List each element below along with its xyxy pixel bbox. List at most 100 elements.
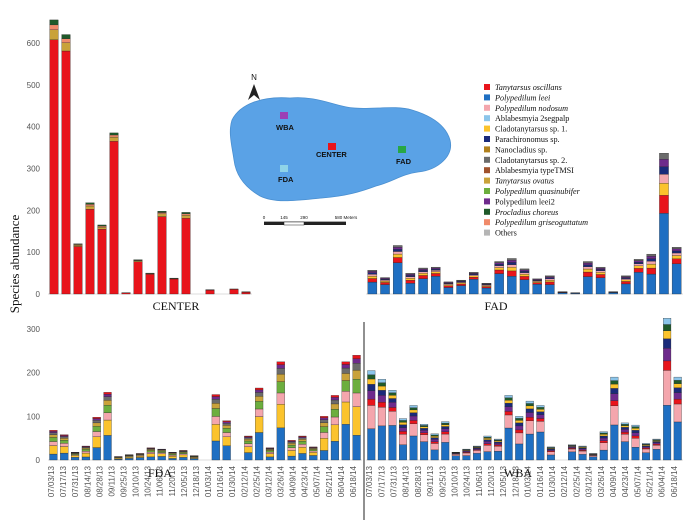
bar-segment-center-4-procladius-choreus <box>97 224 107 227</box>
bar-segment-wba-24-ablabesmyia-2segpalp <box>620 422 629 425</box>
x-tick-label-wba-9: 11/06/13 <box>475 465 484 496</box>
bar-segment-center-3-tanytarsus-ovatus <box>85 205 95 210</box>
bar-segment-fad-17-polypedilum-leei <box>583 276 593 295</box>
bar-segment-wba-7-tanytarsus-oscillans <box>441 431 450 435</box>
bar-segment-fad-8-cladotanytarsus-sp-1- <box>469 275 479 278</box>
bar-segment-fad-24-cladotanytarsus-sp-1- <box>671 255 682 259</box>
bar-segment-wba-26-polypedilum-leei <box>642 452 650 461</box>
bar-segment-fda-27-polypedilum-leei <box>341 424 350 461</box>
bar-segment-wba-24-cladotanytarsus-sp-1- <box>620 425 629 428</box>
bar-segment-wba-7-parachironomus-sp- <box>441 426 450 429</box>
bar-segment-center-8-tanytarsus-oscillans <box>145 273 155 295</box>
bar-segment-fad-5-polypedilum-leei2 <box>431 267 441 270</box>
bar-segment-center-4-polypedilum-griseoguttatum <box>97 225 107 228</box>
bar-segment-fda-23-polypedilum-nodosum <box>298 444 307 448</box>
bar-segment-wba-0-tanytarsus-oscillans <box>367 398 376 406</box>
bar-segment-fda-23-cladotanytarsus-sp-2- <box>298 437 307 440</box>
bar-segment-wba-4-ablabesmyia-2segpalp <box>409 405 418 408</box>
bar-segment-fda-28-polypedilum-nodosum <box>352 392 361 407</box>
bar-segment-fda-11-cladotanytarsus-sp-1- <box>168 456 177 459</box>
bar-segment-fad-11-polypedilum-nodosum <box>507 264 517 268</box>
bar-segment-fad-4-cladotanytarsus-sp-2- <box>418 267 428 270</box>
bar-segment-wba-6-cladotanytarsus-sp-1- <box>430 436 439 438</box>
bar-segment-fad-4-polypedilum-nodosum <box>418 271 428 274</box>
panel-label-fda: FDA <box>148 466 172 480</box>
bar-segment-center-0-polypedilum-griseoguttatum <box>49 24 59 30</box>
bar-segment-wba-22-cladotanytarsus-sp-1- <box>599 434 608 437</box>
bar-segment-wba-1-tanytarsus-oscillans <box>377 401 386 408</box>
bar-segment-wba-25-polypedilum-nodosum <box>631 438 640 448</box>
bar-segment-fda-25-polypedilum-leei <box>320 450 329 461</box>
bar-segment-wba-15-polypedilum-nodosum <box>525 420 534 435</box>
x-tick-label-wba-3: 08/14/13 <box>402 465 411 497</box>
bar-segment-center-15-tanytarsus-oscillans <box>229 289 239 295</box>
bar-segment-wba-7-polypedilum-leei2 <box>441 428 450 432</box>
bar-segment-wba-15-tanytarsus-oscillans <box>525 417 534 422</box>
y-tick-label-center-5: 500 <box>27 81 41 90</box>
bar-segment-fad-5-cladotanytarsus-sp-1- <box>431 271 441 274</box>
x-tick-label-fda-8: 10/24/13 <box>144 465 153 497</box>
bar-segment-fad-12-polypedilum-leei <box>519 279 530 295</box>
bar-segment-wba-7-procladius-choreus <box>441 422 450 425</box>
bar-segment-wba-14-parachironomus-sp- <box>515 422 524 427</box>
bar-segment-fda-7-cladotanytarsus-sp-1- <box>125 456 134 459</box>
bar-segment-fda-10-polypedilum-quasinubifer <box>157 451 166 453</box>
bar-segment-wba-23-polypedilum-leei <box>610 424 619 461</box>
bar-segment-fda-1-polypedilum-leei2 <box>60 435 69 437</box>
bar-segment-wba-25-cladotanytarsus-sp-1- <box>631 428 640 431</box>
bar-segment-wba-6-parachironomus-sp- <box>430 437 439 440</box>
bar-segment-wba-4-polypedilum-leei <box>409 435 418 461</box>
bar-segment-wba-6-tanytarsus-oscillans <box>430 441 439 444</box>
bar-segment-center-1-tanytarsus-oscillans <box>61 50 71 295</box>
bar-segment-fad-11-tanytarsus-oscillans <box>507 270 517 277</box>
bar-segment-fad-12-polypedilum-nodosum <box>519 272 530 275</box>
bar-segment-wba-24-polypedilum-leei2 <box>620 429 629 433</box>
y-tick-label-fda-3: 300 <box>27 325 41 334</box>
bar-segment-fad-7-cladotanytarsus-sp-2- <box>456 279 466 281</box>
bar-segment-wba-2-polypedilum-leei2 <box>388 402 397 408</box>
bar-segment-wba-10-ablabesmyia-2segpalp <box>472 445 481 447</box>
bar-segment-fda-0-polypedilum-nodosum <box>49 441 58 446</box>
bar-segment-fda-3-tanytarsus-ovatus <box>81 447 90 450</box>
bar-segment-fad-3-polypedilum-leei2 <box>405 274 416 276</box>
x-tick-label-wba-14: 01/16/14 <box>536 465 545 497</box>
compass-arrow-icon <box>248 84 260 100</box>
x-tick-label-fda-25: 06/18/14 <box>349 465 358 497</box>
bar-segment-wba-14-cladotanytarsus-sp-1- <box>515 420 524 424</box>
bar-segment-fda-2-polypedilum-leei <box>71 457 80 461</box>
bar-segment-fad-1-polypedilum-leei <box>380 284 390 295</box>
x-tick-label-fda-20: 04/09/14 <box>289 465 298 497</box>
bar-segment-fda-5-polypedilum-leei2 <box>103 394 112 397</box>
bar-segment-wba-3-polypedilum-leei <box>399 444 407 461</box>
bar-segment-fda-23-tanytarsus-oscillans <box>298 435 307 437</box>
legend-swatch-10 <box>484 188 490 194</box>
bar-segment-fda-1-cladotanytarsus-sp-2- <box>60 436 69 439</box>
legend-item-3: Ablabesmyia 2segpalp <box>495 114 569 123</box>
bar-segment-wba-11-polypedilum-leei2 <box>483 441 492 444</box>
bar-segment-wba-13-cladotanytarsus-sp-1- <box>504 400 513 404</box>
bar-segment-wba-23-procladius-choreus <box>610 380 619 385</box>
legend-swatch-6 <box>484 146 490 153</box>
bar-segment-wba-29-procladius-choreus <box>673 380 682 384</box>
bar-segment-fad-14-polypedilum-nodosum <box>545 278 555 281</box>
x-tick-label-wba-5: 09/11/13 <box>426 465 435 496</box>
bar-segment-wba-0-ablabesmyia-2segpalp <box>367 370 376 375</box>
bar-segment-wba-5-polypedilum-leei2 <box>420 430 429 433</box>
bar-segment-fad-22-cladotanytarsus-sp-1- <box>646 263 657 269</box>
bar-segment-wba-1-ablabesmyia-2segpalp <box>377 379 386 383</box>
bar-segment-wba-16-polypedilum-leei2 <box>536 414 545 419</box>
bar-segment-fad-9-polypedilum-leei <box>481 287 492 295</box>
bar-segment-fda-19-polypedilum-leei <box>255 432 264 461</box>
bar-segment-wba-29-parachironomus-sp- <box>673 387 682 393</box>
legend-item-8: Ablabesmyia typeTMSI <box>495 166 574 175</box>
x-tick-label-fda-3: 08/14/13 <box>83 465 92 497</box>
bar-segment-wba-12-parachironomus-sp- <box>494 441 503 444</box>
bar-segment-fda-16-tanytarsus-ovatus <box>222 425 231 429</box>
bar-segment-fda-28-cladotanytarsus-sp-1- <box>352 406 361 436</box>
bar-segment-fad-1-polypedilum-nodosum <box>380 279 390 282</box>
bar-segment-fda-22-cladotanytarsus-sp-1- <box>287 450 296 457</box>
bar-segment-wba-11-cladotanytarsus-sp-1- <box>483 438 492 440</box>
x-tick-label-fda-9: 11/06/13 <box>156 465 165 496</box>
bar-segment-fda-28-tanytarsus-oscillans <box>352 355 361 359</box>
bar-segment-fad-12-cladotanytarsus-sp-2- <box>519 268 530 271</box>
